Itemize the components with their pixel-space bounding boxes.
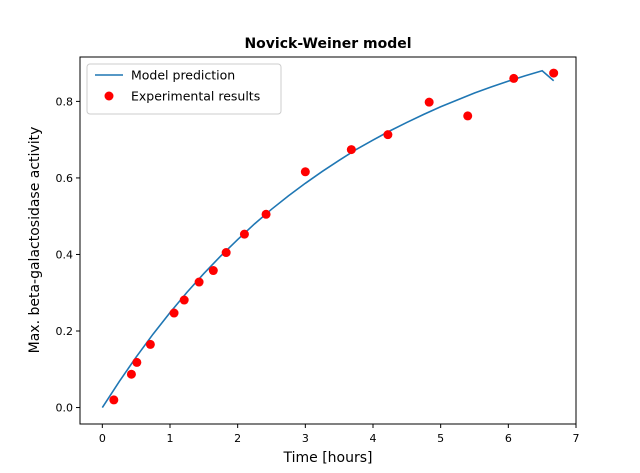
experimental-point bbox=[424, 97, 434, 107]
experimental-point bbox=[221, 248, 231, 258]
chart-title: Novick-Weiner model bbox=[244, 36, 411, 52]
experimental-point bbox=[194, 277, 204, 287]
experimental-point bbox=[346, 145, 356, 155]
x-tick-label: 0 bbox=[99, 432, 106, 445]
y-tick-label: 0.8 bbox=[56, 95, 74, 108]
y-tick-label: 0.6 bbox=[56, 172, 74, 185]
x-tick-label: 1 bbox=[166, 432, 173, 445]
y-tick-label: 0.4 bbox=[56, 248, 74, 261]
experimental-point bbox=[463, 111, 473, 121]
y-tick-label: 0.2 bbox=[56, 325, 74, 338]
experimental-point bbox=[261, 209, 271, 219]
experimental-point bbox=[179, 295, 189, 305]
experimental-point bbox=[132, 357, 142, 367]
experimental-point bbox=[549, 68, 559, 78]
experimental-point bbox=[509, 73, 519, 83]
x-axis-label: Time [hours] bbox=[283, 450, 373, 466]
x-tick-label: 2 bbox=[234, 432, 241, 445]
x-tick-label: 3 bbox=[302, 432, 309, 445]
x-tick-label: 6 bbox=[505, 432, 512, 445]
x-axis-ticks: 0 1 2 3 4 5 6 7 bbox=[99, 424, 580, 445]
experimental-point bbox=[383, 130, 393, 140]
x-tick-label: 4 bbox=[369, 432, 376, 445]
x-tick-label: 5 bbox=[437, 432, 444, 445]
y-axis-label: Max. beta-galactosidase activity bbox=[27, 127, 43, 354]
experimental-point bbox=[239, 229, 249, 239]
x-tick-label: 7 bbox=[573, 432, 580, 445]
experimental-point bbox=[300, 167, 310, 177]
experimental-point bbox=[126, 369, 136, 379]
legend-label-model: Model prediction bbox=[131, 68, 235, 83]
plot-area bbox=[101, 68, 559, 408]
series-line-model-prediction bbox=[101, 69, 555, 408]
legend: Model prediction Experimental results bbox=[86, 63, 282, 115]
y-axis-ticks: 0.0 0.2 0.4 0.6 0.8 bbox=[56, 95, 80, 415]
experimental-point bbox=[145, 339, 155, 349]
axes-frame bbox=[79, 56, 577, 425]
experimental-point bbox=[169, 308, 179, 318]
legend-label-experimental: Experimental results bbox=[131, 89, 260, 104]
experimental-point bbox=[208, 266, 218, 276]
legend-marker-swatch bbox=[104, 91, 114, 101]
y-tick-label: 0.0 bbox=[56, 402, 74, 415]
experimental-point bbox=[109, 395, 119, 405]
legend-box bbox=[86, 63, 282, 115]
